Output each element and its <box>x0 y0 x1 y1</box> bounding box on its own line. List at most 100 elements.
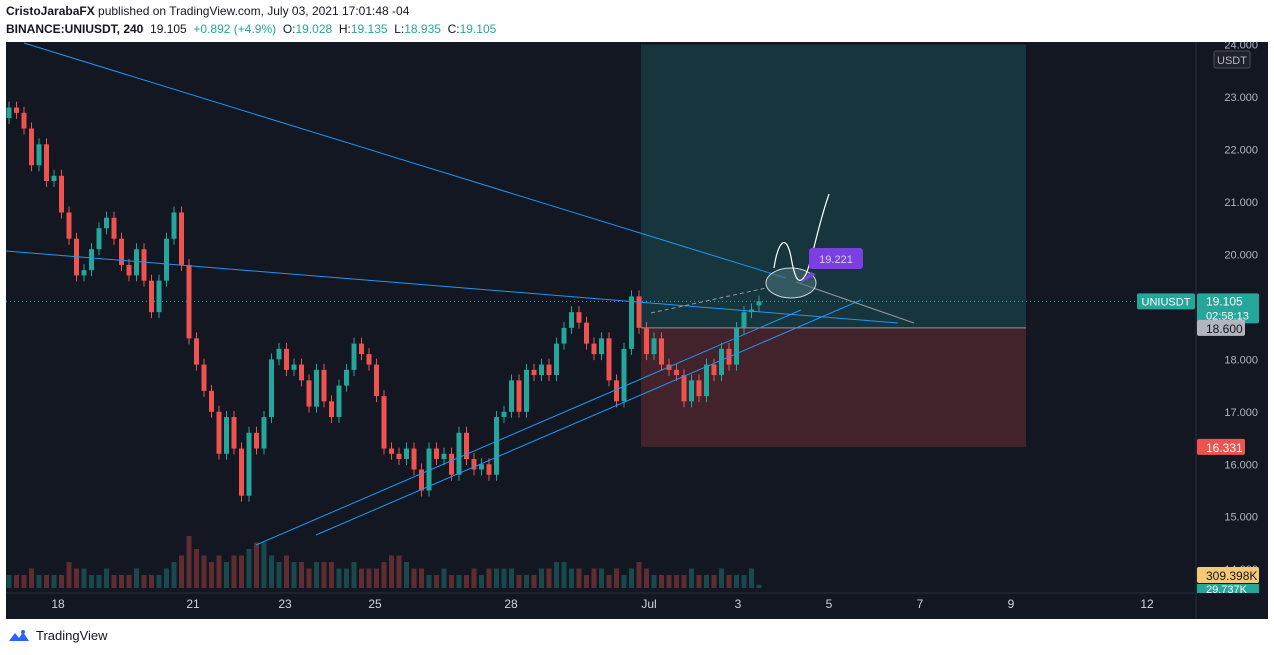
publication-line: CristoJarabaFX published on TradingView.… <box>6 4 409 18</box>
candle-up <box>336 385 342 418</box>
candle-down <box>141 249 147 281</box>
candle-down <box>486 464 492 475</box>
price-tick-label: 17.000 <box>1224 407 1258 419</box>
volume-bar <box>599 568 604 588</box>
candle-up <box>36 144 42 166</box>
candle-down <box>66 212 72 239</box>
volume-bar <box>531 575 537 588</box>
candle-down <box>284 348 289 370</box>
volume-bar <box>246 549 252 588</box>
time-tick-label: 28 <box>504 597 518 611</box>
volume-bar <box>66 562 72 588</box>
target-zone <box>641 44 1026 328</box>
price-change: +0.892 (+4.9%) <box>193 22 277 36</box>
callout-price: 19.221 <box>819 254 853 266</box>
candle-down <box>681 375 687 402</box>
volume-bar <box>29 568 34 588</box>
time-tick-label: 5 <box>826 597 833 611</box>
volume-bar <box>81 568 87 588</box>
projection-dashed-line <box>650 287 767 314</box>
time-tick-label: 7 <box>917 597 924 611</box>
volume-bar <box>606 575 612 588</box>
volume-bar <box>651 575 657 588</box>
countdown-value: 02:58:13 <box>1206 310 1249 322</box>
candle-up <box>246 432 252 496</box>
time-tick-label: 18 <box>51 597 65 611</box>
candle-down <box>531 369 537 376</box>
volume-bar <box>329 562 334 588</box>
volume-bar <box>126 575 132 588</box>
time-tick-label: 23 <box>278 597 292 611</box>
volume-bar <box>464 575 469 588</box>
candle-up <box>509 380 514 412</box>
candle-up <box>599 338 604 355</box>
last-price-badge-value: 19.105 <box>1206 294 1243 308</box>
volume-bar <box>179 555 184 588</box>
open-value: 19.028 <box>295 22 333 36</box>
tradingview-brand[interactable]: TradingView <box>8 628 108 643</box>
brand-name: TradingView <box>36 628 108 643</box>
candle-up <box>539 364 544 376</box>
volume-bar <box>584 575 589 588</box>
candle-up <box>554 343 559 376</box>
volume-bar <box>426 575 432 588</box>
candle-down <box>299 364 304 381</box>
volume-bar <box>644 568 649 588</box>
symbol-line: BINANCE:UNIUSDT, 240 19.105 +0.892 (+4.9… <box>6 22 496 36</box>
close-label: C: <box>447 22 460 36</box>
volume-bar <box>614 568 619 588</box>
candle-up <box>269 359 274 418</box>
chart-area[interactable]: 19.221 24.000 23.000 22.000 21.000 20.000 18.… <box>6 42 1268 619</box>
candle-down <box>119 238 124 265</box>
volume-bar <box>636 562 642 588</box>
candle-down <box>306 380 312 407</box>
price-tick-label: 24.000 <box>1224 42 1258 52</box>
candle-down <box>359 343 364 355</box>
volume-bar <box>554 562 559 588</box>
drawings: 19.221 <box>6 42 915 546</box>
volume-bar <box>239 555 244 588</box>
volume-bar <box>689 568 694 588</box>
open-label: O: <box>282 22 296 36</box>
ascending-trendline <box>255 309 802 546</box>
entry-badge-value: 18.600 <box>1206 322 1243 336</box>
symbol-name[interactable]: BINANCE:UNIUSDT, 240 <box>6 22 144 36</box>
time-tick-label: 3 <box>735 597 742 611</box>
volume-bar <box>501 568 507 588</box>
volume-bar <box>216 555 222 588</box>
candle-down <box>216 411 222 454</box>
author-name[interactable]: CristoJarabaFX <box>6 4 95 18</box>
volume-bar <box>321 562 327 588</box>
volume-bar <box>351 562 357 588</box>
candle-down <box>321 369 327 402</box>
candle-down <box>329 401 334 418</box>
currency-box <box>1213 50 1251 69</box>
candle-up <box>621 348 627 402</box>
candle-down <box>396 453 402 460</box>
candle-up <box>344 369 349 386</box>
candle-up <box>134 249 139 276</box>
volume-bar <box>659 575 664 588</box>
volume-bar <box>276 562 282 588</box>
candle-down <box>606 338 612 381</box>
volume-bar <box>494 568 499 588</box>
candle-down <box>516 380 522 412</box>
descending-trendline <box>23 42 787 279</box>
candle-down <box>111 217 117 239</box>
candle-up <box>501 411 507 418</box>
volume-bar <box>14 575 19 588</box>
volume-bar <box>306 568 312 588</box>
candle-down <box>366 354 372 365</box>
candle-down <box>149 280 154 313</box>
volume-bar <box>149 575 154 588</box>
last-price: 19.105 <box>150 22 187 36</box>
chart-canvas[interactable]: 19.221 24.000 23.000 22.000 21.000 20.000 18.… <box>6 42 1268 619</box>
candle-up <box>224 417 229 454</box>
volume-bar <box>449 575 454 588</box>
volume-bar <box>224 562 229 588</box>
candle-up <box>351 343 357 370</box>
volume-bar <box>524 575 529 588</box>
volume-bar <box>254 542 259 588</box>
volume-bar <box>21 575 27 588</box>
candle-down <box>59 175 64 213</box>
